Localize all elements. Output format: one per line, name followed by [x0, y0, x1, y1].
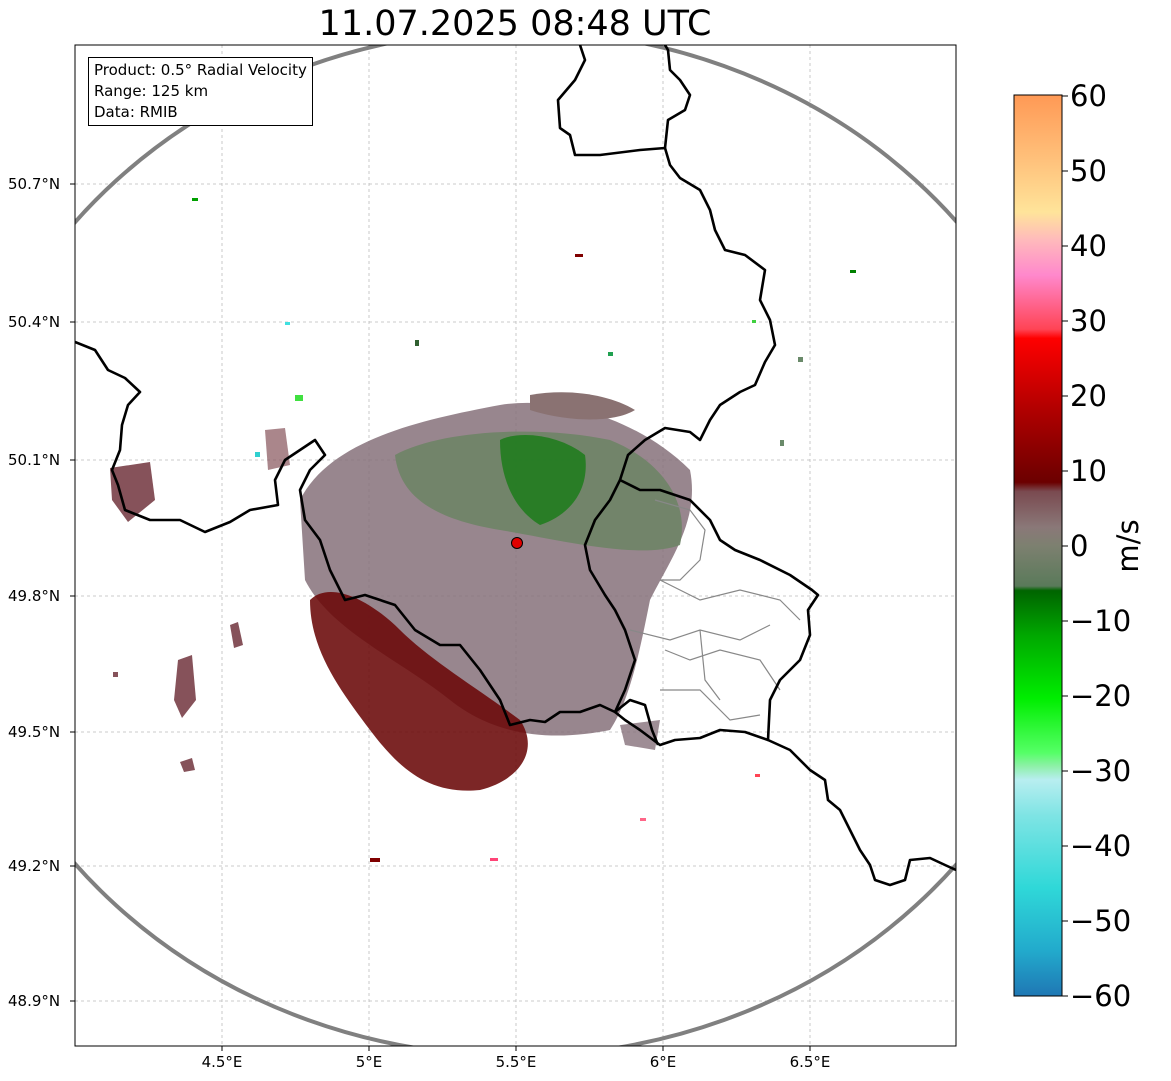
colorbar-tick-label: −50 — [1070, 904, 1132, 938]
axis-ticks — [70, 183, 811, 1051]
lon-tick-label: 4.5°E — [201, 1053, 243, 1071]
colorbar-tick-label: 10 — [1070, 454, 1107, 488]
range-label: Range: 125 km — [94, 82, 209, 100]
lon-tick-label: 5.5°E — [495, 1053, 537, 1071]
colorbar-tick-label: 0 — [1070, 529, 1089, 563]
colorbar-tick-label: 40 — [1070, 229, 1107, 263]
lat-tick-label: 50.4°N — [8, 313, 61, 331]
colorbar-tick-label: 20 — [1070, 379, 1107, 413]
lat-tick-label: 48.9°N — [8, 992, 61, 1010]
source-label: Data: RMIB — [94, 103, 178, 121]
colorbar-tick-label: −60 — [1070, 979, 1132, 1013]
lat-tick-label: 49.8°N — [8, 587, 61, 605]
colorbar-tick-label: −20 — [1070, 679, 1132, 713]
colorbar-tick-label: −40 — [1070, 829, 1132, 863]
lat-tick-label: 49.5°N — [8, 723, 61, 741]
colorbar-tick-label: −30 — [1070, 754, 1132, 788]
map-title: 11.07.2025 08:48 UTC — [318, 4, 712, 44]
product-info-box: Product: 0.5° Radial Velocity Range: 125… — [88, 57, 313, 126]
colorbar-tick-label: −10 — [1070, 604, 1132, 638]
radar-speckles — [113, 198, 856, 862]
colorbar-ticks — [1062, 95, 1068, 997]
regional-borders — [629, 499, 801, 721]
colorbar — [1013, 94, 1063, 997]
lat-tick-label: 50.1°N — [8, 451, 61, 469]
radar-site-marker — [511, 537, 523, 549]
colorbar-unit-label: m/s — [1111, 519, 1145, 573]
colorbar-tick-label: 60 — [1070, 79, 1107, 113]
national-borders — [75, 45, 956, 887]
colorbar-tick-label: 30 — [1070, 304, 1107, 338]
lon-tick-label: 6°E — [649, 1053, 677, 1071]
radar-velocity-echoes — [110, 392, 692, 791]
colorbar-tick-label: 50 — [1070, 154, 1107, 188]
lat-tick-label: 49.2°N — [8, 857, 61, 875]
lon-tick-label: 5°E — [355, 1053, 383, 1071]
lon-tick-label: 6.5°E — [789, 1053, 831, 1071]
product-label: Product: 0.5° Radial Velocity — [94, 61, 307, 79]
lat-tick-label: 50.7°N — [8, 175, 61, 193]
